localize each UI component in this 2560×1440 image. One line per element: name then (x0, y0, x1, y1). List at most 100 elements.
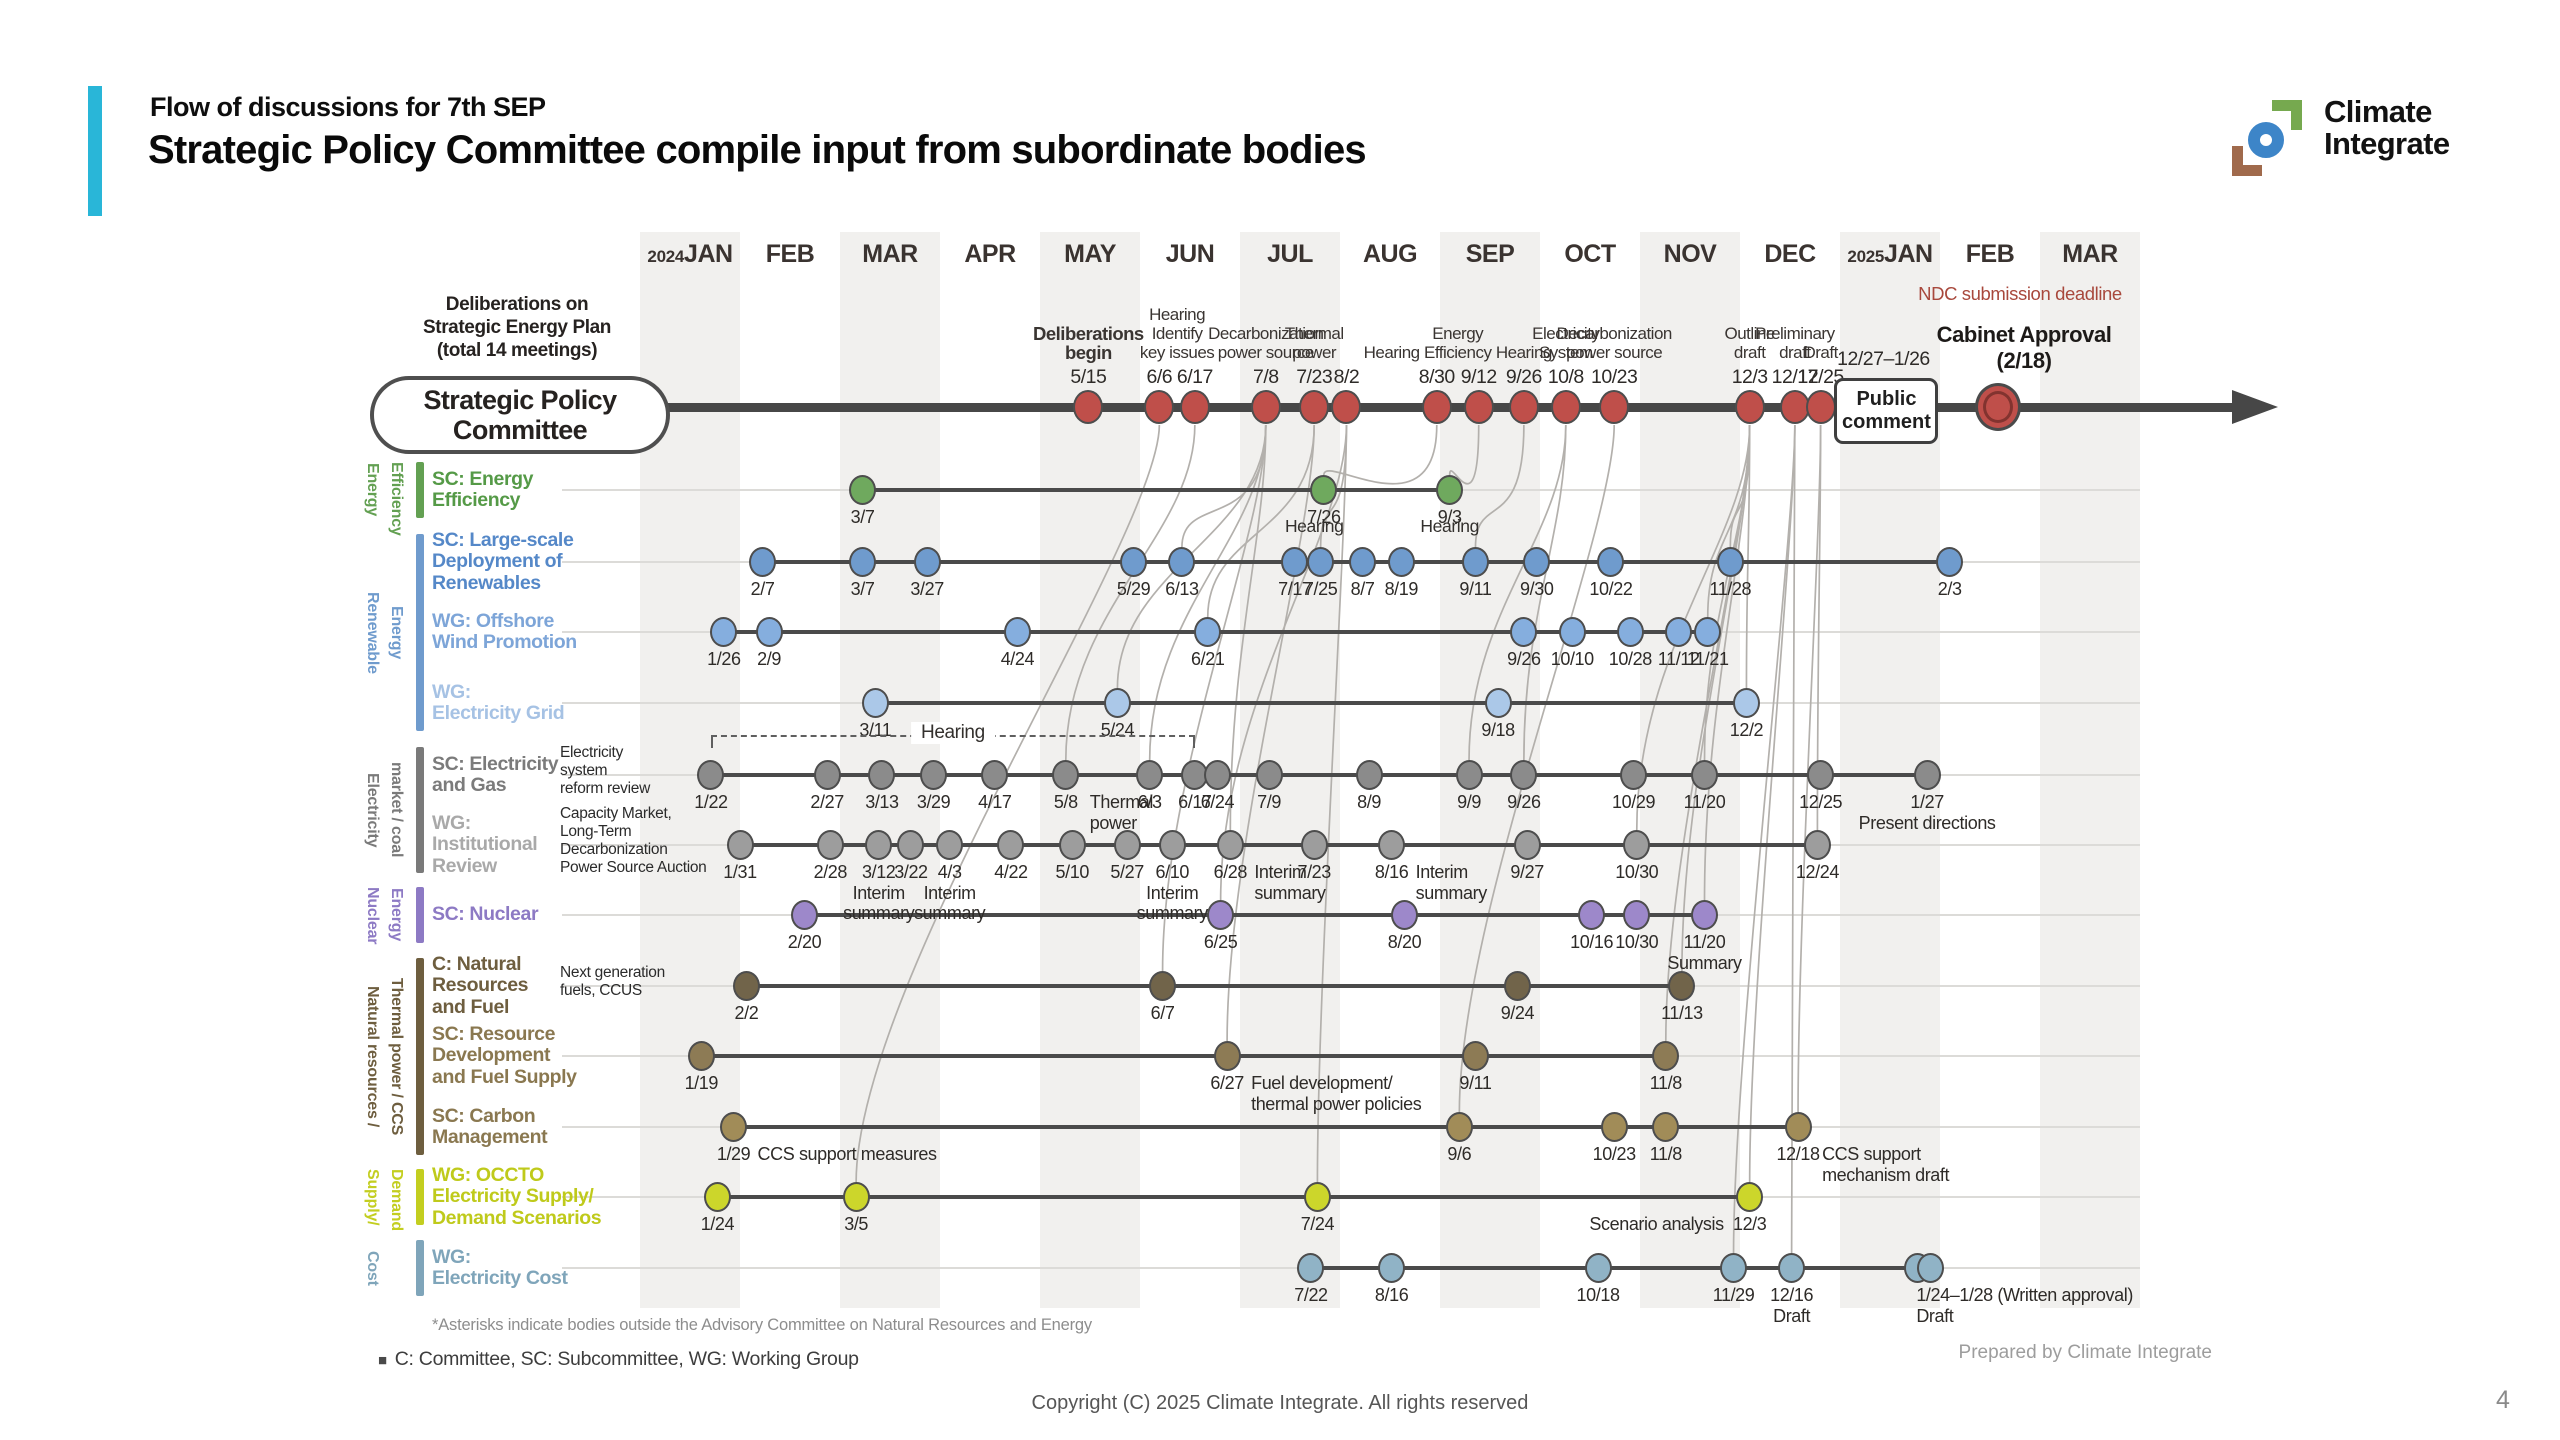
hearing-bracket: Hearing (710, 722, 1195, 749)
meeting-date: 3/27 (910, 579, 944, 599)
copyright: Copyright (C) 2025 Climate Integrate. Al… (1031, 1392, 1529, 1414)
group-label: Energy Efficiency (364, 462, 405, 536)
group-bar (416, 1240, 424, 1296)
meeting-dot (1003, 617, 1031, 647)
meeting-date: 6/17 (1178, 792, 1212, 812)
meeting-dot (849, 475, 877, 505)
meeting-date: 1/26 (707, 649, 741, 669)
meeting-date: 10/30 (1615, 862, 1659, 882)
meeting-date: 6/24 (1200, 792, 1235, 812)
spc-meeting-dot (1734, 390, 1765, 424)
meeting-dot (813, 760, 841, 790)
group-bar (416, 747, 424, 873)
spc-topic-label: Decarbonization power source (1556, 324, 1673, 362)
meeting-dot (1391, 900, 1419, 930)
meeting-dot (703, 1182, 731, 1212)
meeting-date: 6/13 (1165, 579, 1199, 599)
row-line-segment (717, 1195, 1750, 1199)
timeline-arrow-icon (2232, 390, 2278, 424)
group-label: Nuclear Energy (364, 887, 405, 945)
meeting-date: 6/25 (1203, 932, 1238, 952)
legend-square-icon: ■ (378, 1352, 387, 1369)
title-accent-bar (88, 86, 102, 216)
row-line-segment (740, 843, 1818, 847)
prepared-by: Prepared by Climate Integrate (1958, 1342, 2212, 1363)
spc-meeting-dot (1508, 390, 1539, 424)
meeting-dot (1436, 475, 1464, 505)
meeting-dot (1213, 1041, 1241, 1071)
meeting-date: 9/30 (1520, 579, 1554, 599)
meeting-date: 11/20 (1683, 792, 1726, 812)
meeting-dot (720, 1112, 748, 1142)
row-label-instrev: WG: Institutional Review (432, 811, 538, 877)
page-number: 4 (2496, 1386, 2510, 1414)
meeting-date: 9/11 (1459, 579, 1492, 599)
meeting-note: Scenario analysis (1589, 1214, 1724, 1234)
meeting-date: 10/18 (1576, 1285, 1620, 1305)
meeting-dot (1207, 900, 1235, 930)
meeting-date: 8/9 (1357, 792, 1381, 812)
row-line-segment (804, 913, 1705, 917)
spc-meeting-date: 12/17 (1771, 366, 1819, 388)
meeting-dot (1136, 760, 1164, 790)
cabinet-approval-inner-ring (1983, 391, 2014, 423)
bracket-label: Hearing (911, 722, 995, 744)
group-label: Cost (364, 1250, 381, 1286)
meeting-dot (1523, 547, 1551, 577)
meeting-dot (842, 1182, 870, 1212)
meeting-date: 3/29 (916, 792, 951, 812)
meeting-note: Thermal power (1089, 792, 1154, 833)
meeting-dot (1255, 760, 1283, 790)
row-side-note: Next generation fuels, CCUS (560, 964, 665, 999)
row-label-grid: WG: Electricity Grid (432, 680, 565, 724)
spc-topic-label: Draft (1803, 343, 1838, 362)
meeting-date: 10/30 (1615, 932, 1659, 952)
meeting-dot (1349, 547, 1377, 577)
spc-meeting-dot (1421, 390, 1452, 424)
month-label: APR (964, 240, 1016, 269)
meeting-date: 10/22 (1589, 579, 1633, 599)
spc-topic-label: Hearing Identify key issues (1139, 305, 1215, 362)
meeting-dot (1736, 1182, 1764, 1212)
meeting-date: 6/3 (1137, 792, 1162, 812)
meeting-dot (861, 688, 889, 718)
month-label: OCT (1564, 240, 1616, 269)
month-name: NOV (1663, 240, 1717, 268)
month-label: SEP (1466, 240, 1515, 269)
month-label: 2025JAN (1847, 240, 1933, 269)
spc-meeting-dot (1250, 390, 1281, 424)
row-line-segment (746, 984, 1682, 988)
month-name: AUG (1362, 240, 1418, 268)
spc-meeting-date: 9/12 (1460, 366, 1497, 388)
row-label-cost: WG: Electricity Cost (432, 1245, 568, 1289)
ndc-deadline-label: NDC submission deadline (1918, 283, 2122, 304)
meeting-date: 9/26 (1507, 649, 1541, 669)
spc-topic-label: Thermal power (1284, 324, 1344, 362)
connector-curve (1748, 424, 1796, 1183)
meeting-dot (1616, 617, 1644, 647)
month-name: JUN (1165, 240, 1215, 268)
meeting-date: 6/21 (1191, 649, 1225, 669)
meeting-dot (1168, 547, 1196, 577)
meeting-date: 3/5 (844, 1214, 869, 1234)
month-label: FEB (766, 240, 815, 269)
meeting-date: 11/12 (1657, 649, 1700, 669)
meeting-date: 8/16 (1374, 1285, 1409, 1305)
row-label-elecgas: SC: Electricity and Gas (432, 752, 559, 796)
meeting-note: CCS support mechanism draft (1822, 1144, 1950, 1185)
meeting-date: 10/10 (1550, 649, 1594, 669)
meeting-date: 3/12 Interim summary (843, 862, 915, 923)
meeting-dot (1058, 830, 1086, 860)
row-line-segment (862, 488, 1450, 492)
meeting-dot (1355, 760, 1383, 790)
month-name: MAR (2062, 240, 2118, 268)
meeting-date: 7/22 (1294, 1285, 1328, 1305)
meeting-date: 10/16 (1570, 932, 1614, 952)
spc-meeting-dot (1779, 390, 1810, 424)
month-name: JAN (1884, 240, 1933, 268)
meeting-dot (1149, 971, 1177, 1001)
meeting-dot (865, 830, 893, 860)
meeting-dot (1691, 900, 1719, 930)
spc-meeting-date: 5/15 (1070, 366, 1107, 388)
